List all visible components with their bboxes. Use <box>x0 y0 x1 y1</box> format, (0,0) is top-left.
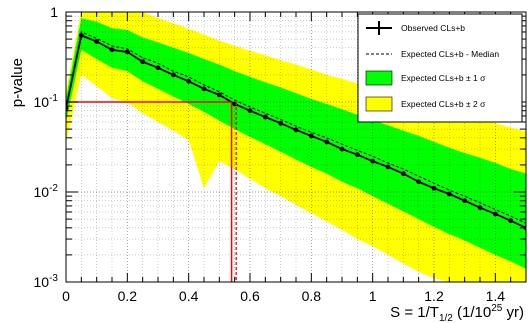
legend-observed-label: Observed CLs+b <box>401 23 465 33</box>
x-tick-label: 0.8 <box>302 288 322 304</box>
y-tick-label: 10-3 <box>34 273 59 290</box>
expected-median-line <box>66 31 526 224</box>
observed-point <box>400 171 406 177</box>
legend-median-label: Expected CLs+b - Median <box>401 49 499 59</box>
y-tick-base: 10 <box>34 94 50 110</box>
y-axis-label: p-value <box>9 58 26 107</box>
observed-point <box>124 49 130 55</box>
observed-point <box>66 105 69 111</box>
observed-point <box>431 185 437 191</box>
series-lines <box>66 31 526 231</box>
x-axis-label: S = 1/T1/2 (1/1025 yr) <box>390 303 524 323</box>
observed-point <box>462 198 468 204</box>
y-tick-exponent: -1 <box>49 93 58 104</box>
legend: Observed CLs+b Expected CLs+b - Median E… <box>357 13 523 123</box>
observed-point <box>170 72 176 78</box>
reference-lines <box>66 101 237 282</box>
y-tick-base: 1 <box>50 4 58 20</box>
observed-point <box>216 92 222 98</box>
x-tick-label: 1 <box>369 288 377 304</box>
x-axis-label-sup: 25 <box>491 303 503 314</box>
x-tick-label: 1.2 <box>424 288 444 304</box>
observed-point <box>201 86 207 92</box>
observed-point <box>293 127 299 133</box>
observed-point <box>308 133 314 139</box>
legend-band1-label: Expected CLs+b ± 1 σ <box>401 73 486 83</box>
y-tick-base: 10 <box>34 274 50 290</box>
x-axis-label-sub: 1/2 <box>439 313 453 323</box>
band-1sigma <box>66 18 526 269</box>
observed-point <box>140 59 146 65</box>
y-tick-label: 1 <box>50 4 58 20</box>
y-tick-label: 10-2 <box>34 183 59 200</box>
y-tick-base: 10 <box>34 184 50 200</box>
observed-point <box>155 65 161 71</box>
legend-band2-swatch <box>365 96 393 112</box>
x-tick-label: 0.2 <box>118 288 138 304</box>
grid-lines <box>66 12 526 282</box>
observed-point <box>339 146 345 152</box>
legend-band2-label: Expected CLs+b ± 2 σ <box>401 99 486 109</box>
x-axis-label-main: S = 1/T <box>390 304 439 321</box>
observed-point <box>78 32 84 38</box>
observed-point <box>247 108 253 114</box>
observed-point <box>416 179 422 185</box>
legend-band1-swatch <box>365 70 393 86</box>
observed-point <box>446 191 452 197</box>
x-tick-label: 0.6 <box>240 288 260 304</box>
x-tick-label: 0 <box>62 288 70 304</box>
observed-point <box>354 152 360 158</box>
y-tick-exponent: -3 <box>49 273 58 284</box>
observed-point <box>324 139 330 145</box>
observed-point <box>109 47 115 53</box>
y-tick-exponent: -2 <box>49 183 58 194</box>
observed-point <box>492 211 498 217</box>
observed-point <box>477 205 483 211</box>
x-axis-label-unit-close: yr) <box>502 304 524 321</box>
observed-point <box>278 120 284 126</box>
x-tick-label: 1.4 <box>486 288 506 304</box>
x-tick-label: 0.4 <box>179 288 199 304</box>
observed-point <box>508 218 514 224</box>
observed-point <box>370 158 376 164</box>
x-axis-label-unit-open: (1/10 <box>453 304 491 321</box>
y-tick-label: 10-1 <box>34 93 59 110</box>
observed-point <box>385 164 391 170</box>
observed-point <box>186 78 192 84</box>
observed-point <box>262 114 268 120</box>
observed-point <box>94 39 100 44</box>
